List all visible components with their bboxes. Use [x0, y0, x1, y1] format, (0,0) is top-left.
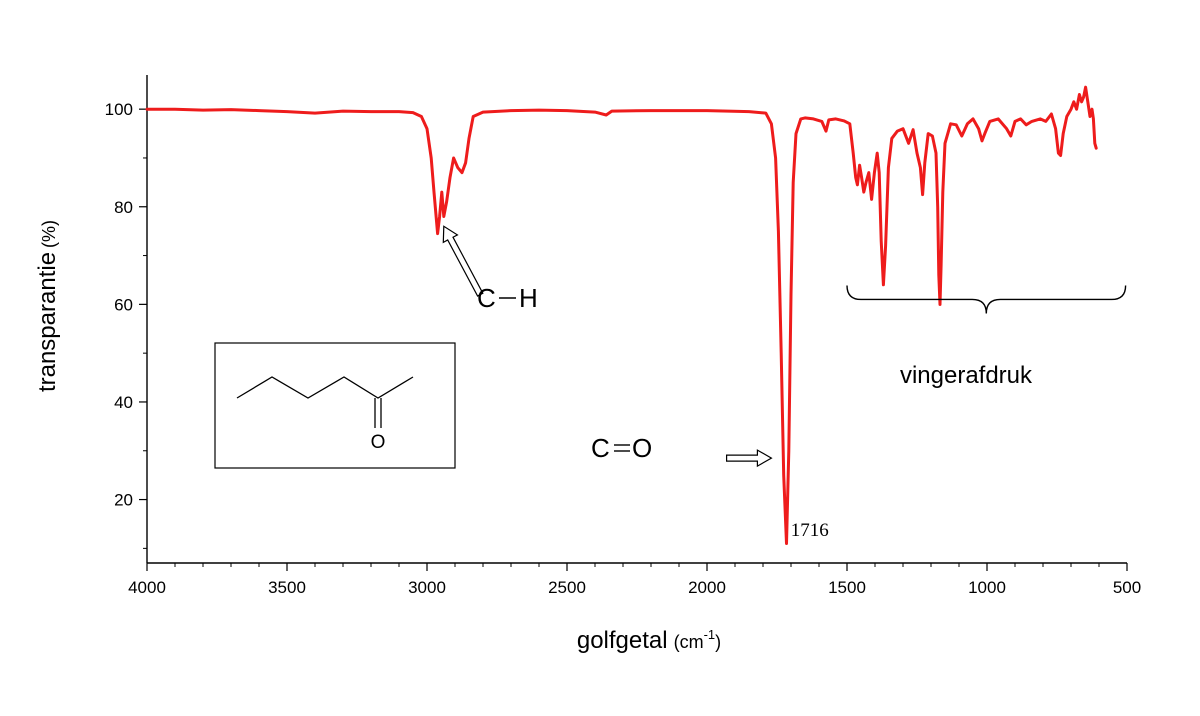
x-tick-label: 3000: [408, 578, 446, 597]
x-tick-label: 2500: [548, 578, 586, 597]
y-tick-label: 40: [114, 393, 133, 412]
y-axis-unit: (%): [39, 220, 59, 248]
molecule-inset-frame: [214, 342, 456, 469]
x-axis-ticks: 4000 3500 3000 2500 2000 1500 1000 500: [128, 563, 1141, 597]
y-axis-ticks: 20 40 60 80 100: [105, 100, 147, 549]
co-annotation-label-o: O: [632, 433, 652, 463]
x-tick-label: 500: [1113, 578, 1141, 597]
fingerprint-label: vingerafdruk: [900, 362, 1033, 389]
x-tick-label: 3500: [268, 578, 306, 597]
ch-annotation-label-c: C: [477, 283, 496, 313]
y-tick-label: 80: [114, 198, 133, 217]
x-tick-label: 1000: [968, 578, 1006, 597]
x-tick-label: 2000: [688, 578, 726, 597]
y-tick-label: 100: [105, 100, 133, 119]
x-tick-label: 4000: [128, 578, 166, 597]
molecule-inset: O: [214, 342, 456, 469]
molecule-oxygen-atom: O: [371, 432, 386, 453]
x-axis-unit: (cm: [674, 632, 704, 652]
y-axis-label: transparantie (%): [34, 220, 61, 392]
molecule-skeleton: [236, 376, 414, 399]
x-tick-label: 1500: [828, 578, 866, 597]
fingerprint-brace: [846, 285, 1127, 314]
x-axis-title: golfgetal: [577, 627, 668, 654]
x-axis-unit-close: ): [715, 632, 721, 652]
y-tick-label: 60: [114, 295, 133, 314]
co-annotation-arrow: [725, 449, 773, 468]
ch-annotation-arrow: [442, 225, 484, 297]
spectrum-line: [145, 85, 1098, 545]
x-axis-unit-exponent: -1: [704, 627, 716, 642]
peak-1716-label: 1716: [791, 520, 829, 541]
y-axis-title: transparantie: [34, 252, 61, 392]
co-annotation-label-c: C: [591, 433, 610, 463]
y-tick-label: 20: [114, 491, 133, 510]
x-axis-label: golfgetal (cm-1): [577, 627, 721, 654]
ch-annotation-label-h: H: [519, 283, 538, 313]
